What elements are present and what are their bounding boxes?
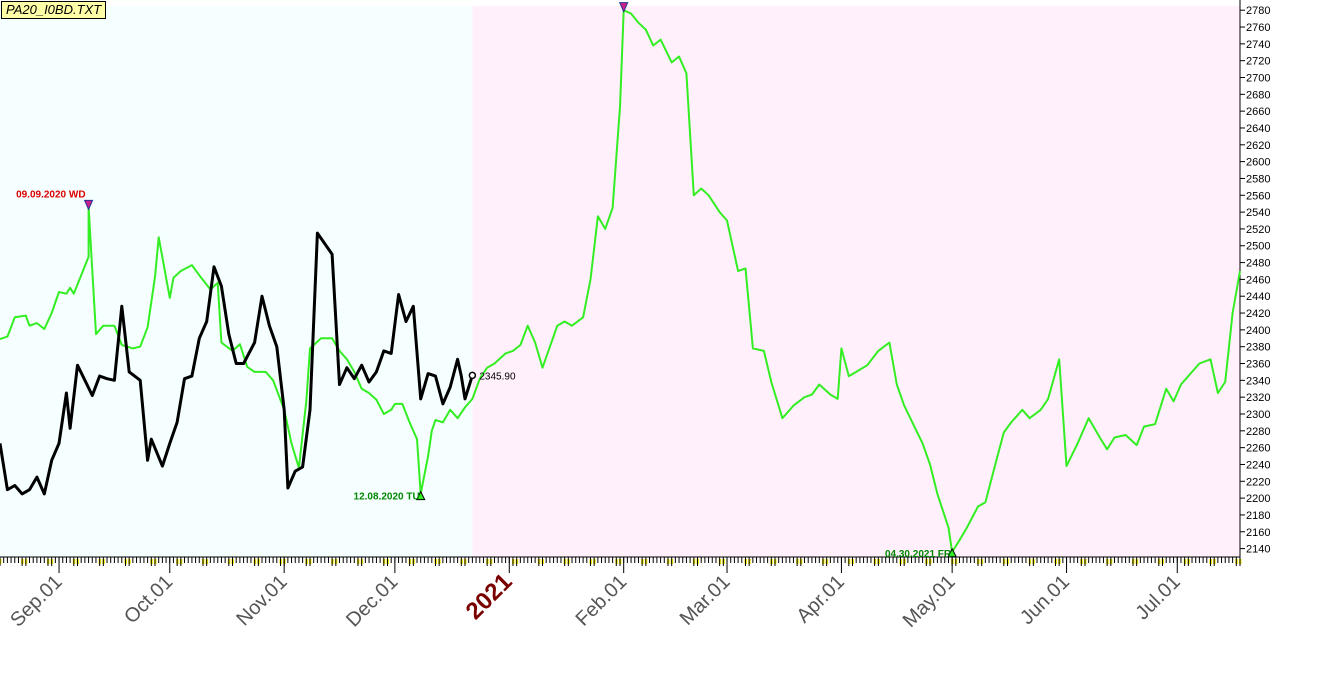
y-tick-label: 2180 <box>1246 510 1270 522</box>
y-tick-label: 2660 <box>1246 106 1270 118</box>
x-tick-label: Sep.01 <box>6 571 66 631</box>
y-tick-label: 2760 <box>1246 22 1270 34</box>
y-tick-label: 2380 <box>1246 342 1270 354</box>
y-tick-label: 2700 <box>1246 73 1270 85</box>
last-value-label: 2345.90 <box>479 371 516 382</box>
y-tick-label: 2680 <box>1246 89 1270 101</box>
x-axis: Sep.01 Oct.01 Nov.01 Dec.01 2021 Feb.01 Mar.01… <box>0 556 1242 632</box>
x-tick-label: Apr.01 <box>793 571 849 627</box>
x-tick-label: Dec.01 <box>342 571 402 631</box>
x-tick-label: Mar.01 <box>676 571 735 630</box>
actual-line <box>0 231 474 496</box>
low-marker <box>947 547 957 558</box>
y-tick-label: 2200 <box>1246 493 1270 505</box>
y-tick-label: 2240 <box>1246 459 1270 471</box>
y-tick-label: 2280 <box>1246 426 1270 438</box>
y-tick-label: 2440 <box>1246 291 1270 303</box>
y-tick-label: 2540 <box>1246 207 1270 219</box>
x-tick-label: May.01 <box>899 571 960 632</box>
y-tick-label: 2580 <box>1246 173 1270 185</box>
y-tick-label: 2260 <box>1246 443 1270 455</box>
future-background <box>472 6 1240 557</box>
y-tick-label: 2160 <box>1246 527 1270 539</box>
y-tick-label: 2620 <box>1246 140 1270 152</box>
y-tick-label: 2360 <box>1246 359 1270 371</box>
y-tick-label: 2300 <box>1246 409 1270 421</box>
x-tick-label: Oct.01 <box>120 571 177 628</box>
y-tick-label: 2400 <box>1246 325 1270 337</box>
y-tick-label: 2500 <box>1246 241 1270 253</box>
y-tick-label: 2420 <box>1246 308 1270 320</box>
high-label: 09.09.2020 WD <box>16 189 86 200</box>
low-label: 12.08.2020 TU <box>354 492 420 503</box>
past-background <box>0 6 473 557</box>
y-tick-label: 2520 <box>1246 224 1270 236</box>
y-tick-label: 2720 <box>1246 56 1270 68</box>
y-tick-label: 2340 <box>1246 375 1270 387</box>
y-tick-label: 2560 <box>1246 190 1270 202</box>
y-tick-label: 2220 <box>1246 476 1270 488</box>
x-tick-label: Jul.01 <box>1131 571 1184 624</box>
high-label: 02.01.2021 MO <box>552 0 621 3</box>
annotations: 09.09.2020 WD 12.08.2020 TU 02.01.2021 MO 0… <box>16 0 957 560</box>
y-tick-label: 2740 <box>1246 39 1270 51</box>
x-tick-label: Feb.01 <box>572 571 632 631</box>
low-label: 04.30.2021 FR <box>885 549 952 560</box>
file-label: PA20_I0BD.TXT <box>1 1 107 19</box>
high-marker <box>618 2 629 13</box>
y-axis: 2140 2160 2180 2200 2220 2240 2260 2280 2300 2320… <box>1239 0 1270 557</box>
y-tick-label: 2140 <box>1246 544 1270 556</box>
x-tick-label: 2021 <box>461 568 518 625</box>
x-day-marker <box>0 559 2 564</box>
y-tick-label: 2600 <box>1246 157 1270 169</box>
x-tick-label: Jun.01 <box>1016 571 1074 629</box>
y-tick-label: 2640 <box>1246 123 1270 135</box>
last-value-marker <box>468 371 477 380</box>
y-tick-label: 2780 <box>1246 5 1270 17</box>
y-tick-label: 2320 <box>1246 392 1270 404</box>
y-tick-label: 2480 <box>1246 258 1270 270</box>
low-marker <box>415 490 426 501</box>
x-tick-label: Nov.01 <box>232 571 291 630</box>
high-marker <box>83 199 94 211</box>
forecast-line <box>0 9 1241 553</box>
y-tick-label: 2460 <box>1246 274 1270 286</box>
